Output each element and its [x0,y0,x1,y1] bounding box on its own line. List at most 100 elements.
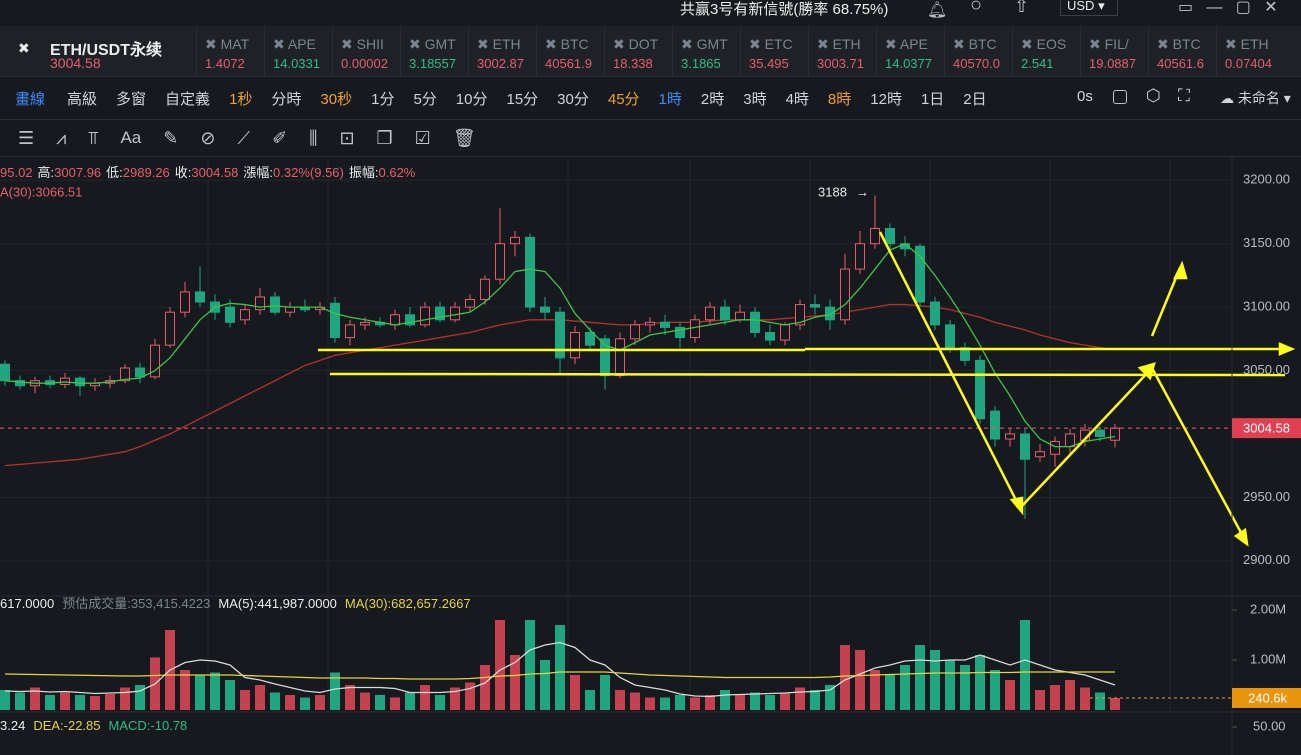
window-controls[interactable]: ▭ — ▢ ✕ [1178,0,1278,16]
toolbar-item[interactable]: 45分 [607,90,640,108]
ticker[interactable]: ✖ EOS 2.541 [1012,26,1079,76]
candle-body [585,331,595,346]
volume-bar [120,687,130,710]
volume-bar [300,697,310,710]
toolbar-item[interactable]: 2日 [963,90,987,108]
ticker[interactable]: ✖ SHII 0.00002 [332,26,399,76]
candle-body [150,344,160,378]
macd-legend-item: MACD:-10.78 [109,718,188,733]
info-label: 高: [37,165,55,180]
volume-bar [645,697,655,710]
ticker[interactable]: ✖ GMT 3.1865 [672,26,739,76]
toolbar-item[interactable]: 分時 [271,90,302,108]
toolbar: 畫線 高級 多窗 自定義 1秒 分時 30秒 1分 5分 10分 15分 30分 45分 1時 2時 3時 4時… [0,77,1301,119]
ticker[interactable]: ✖ BTC 40570.0 [944,26,1011,76]
info-value: 3007.96 [54,165,102,180]
volume-bar [705,695,715,710]
tool-ruler[interactable]: ⟋ [237,127,251,148]
toolbar-item[interactable]: 30分 [557,90,589,108]
info-value: 0.32%(9.56) [273,165,344,180]
icon[interactable] [1113,90,1127,104]
ticker[interactable]: ✖ ETH 0.07404 [1216,26,1283,76]
toolbar-item[interactable]: 自定義 [165,90,211,108]
symbol-name[interactable]: ETH/USDT永续 [50,42,163,59]
ma-legend: A(30):3066.51 [0,184,82,199]
tool-magnet[interactable]: ⊘ [200,127,216,148]
ticker-name-row: ✖ MAT [205,36,250,52]
ticker[interactable]: ✖ BTC 40561.6 [1148,26,1215,76]
info-value: 3004.58 [191,165,239,180]
candle-body [660,321,670,328]
toolbar-item[interactable]: 8時 [827,90,852,108]
volume-bar [210,672,220,710]
volume-bar [570,675,580,710]
ticker[interactable]: ✖ APE 14.0331 [264,26,331,76]
volume-bar [615,690,625,710]
tool-bars[interactable]: ⫼ [309,127,318,148]
candle-body [465,299,475,308]
ticker[interactable]: ✖ ETC 35.495 [740,26,807,76]
candle-body [735,311,745,321]
fullscreen-icon[interactable]: ⛶ [1178,86,1190,105]
ticker[interactable]: ✖ GMT 3.18557 [400,26,467,76]
ticker[interactable]: ✖ FIL/19.0887 [1080,26,1147,76]
volume-bar [240,690,250,710]
toolbar-item[interactable]: 1日 [920,90,945,108]
toolbar-item[interactable]: 畫線 [15,90,46,108]
toolbar-item[interactable]: 12時 [870,90,902,108]
toolbar-item[interactable]: 30秒 [320,90,353,108]
upload-icon[interactable]: ⇧ [1014,0,1030,16]
tool-edit[interactable]: ☑ [414,127,431,148]
tool-lock[interactable]: ⊡ [339,127,355,148]
volume-bar [720,690,730,710]
signal[interactable]: 共赢3号有新信號(勝率 68.75%) [680,1,889,18]
ticker[interactable]: ✖ ETH 3003.71 [808,26,875,76]
bell-icon[interactable]: 🔔︎ [927,2,948,19]
toolbar-item[interactable]: 4時 [785,90,809,108]
toolbar-item[interactable]: 高級 [67,90,98,108]
volume-bar [75,695,85,710]
toolbar-item[interactable]: 10分 [455,90,488,108]
tool-brush[interactable]: ✎ [163,127,179,148]
search-icon[interactable]: ○ [970,0,983,16]
tool-pen[interactable]: ✐ [272,127,288,148]
timer[interactable]: 0s [1077,88,1093,105]
tool-text[interactable]: Aa [120,128,142,147]
tool-copy[interactable]: ❐ [376,127,393,148]
candle-body [255,296,265,311]
ticker-name: ETH [492,36,521,52]
tool-lines[interactable]: ☰ [18,127,35,148]
volume-bar [30,687,40,710]
candle-body [825,306,835,321]
toolbar-item[interactable]: 5分 [413,90,437,108]
drawing-tools: ☰ ⩘ ⫪ Aa ✎ ⊘ ⟋ ✐ ⫼ ⊡ ❐ ☑ 🗑︎ [0,119,1301,157]
currency-select[interactable]: USD ▾ [1060,0,1118,16]
ticker-name: MAT [220,36,250,52]
toolbar-item[interactable]: 1秒 [229,90,253,108]
ticker[interactable]: ✖ APE 14.0377 [876,26,943,76]
ticker[interactable]: ✖ MAT 1.4072 [196,26,263,76]
volume-bar [945,660,955,710]
volume-bar [765,695,775,710]
ticker[interactable]: ✖ ETH 3002.87 [468,26,535,76]
layout-name[interactable]: ☁ 未命名 ▾ [1220,90,1291,106]
tool-wave[interactable]: ⩘ [56,127,67,148]
toolbar-item[interactable]: 3時 [743,90,767,108]
volume-ma5-line [4,641,1116,698]
volume-bar [870,670,880,710]
tool-delete[interactable]: 🗑︎ [452,127,476,148]
ticker-price: 14.0377 [885,56,932,71]
settings-icon[interactable]: ⬡ [1146,86,1161,105]
toolbar-item[interactable]: 2時 [700,90,725,108]
tool-fib[interactable]: ⫪ [88,127,99,148]
toolbar-item[interactable]: 多窗 [116,90,147,108]
toolbar-item[interactable]: 1時 [658,90,682,108]
ticker[interactable]: ✖ BTC 40561.9 [536,26,603,76]
last-volume-box [1232,687,1301,708]
ticker-name-row: ✖ GMT [409,36,456,52]
volume-bar [225,680,235,710]
toolbar-item[interactable]: 15分 [506,90,539,108]
toolbar-item[interactable]: 1分 [371,90,395,108]
user-drawings [318,231,1296,547]
ticker[interactable]: ✖ DOT 18.338 [604,26,671,76]
